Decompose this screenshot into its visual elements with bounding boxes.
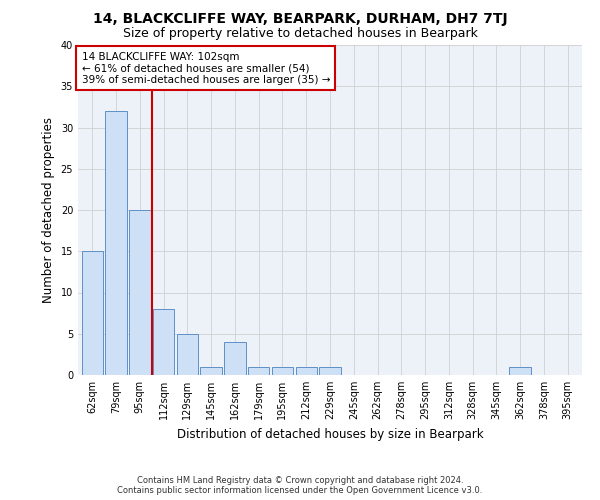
- Text: 14 BLACKCLIFFE WAY: 102sqm
← 61% of detached houses are smaller (54)
39% of semi: 14 BLACKCLIFFE WAY: 102sqm ← 61% of deta…: [82, 52, 330, 85]
- Bar: [153, 309, 174, 375]
- Text: 14, BLACKCLIFFE WAY, BEARPARK, DURHAM, DH7 7TJ: 14, BLACKCLIFFE WAY, BEARPARK, DURHAM, D…: [92, 12, 508, 26]
- Y-axis label: Number of detached properties: Number of detached properties: [42, 117, 55, 303]
- Bar: [224, 342, 245, 375]
- Bar: [509, 367, 531, 375]
- Bar: [319, 367, 341, 375]
- Bar: [272, 367, 293, 375]
- Bar: [296, 367, 317, 375]
- Bar: [129, 210, 151, 375]
- Bar: [248, 367, 269, 375]
- Text: Contains HM Land Registry data © Crown copyright and database right 2024.
Contai: Contains HM Land Registry data © Crown c…: [118, 476, 482, 495]
- Bar: [200, 367, 222, 375]
- Bar: [106, 111, 127, 375]
- X-axis label: Distribution of detached houses by size in Bearpark: Distribution of detached houses by size …: [176, 428, 484, 440]
- Bar: [82, 251, 103, 375]
- Bar: [176, 334, 198, 375]
- Text: Size of property relative to detached houses in Bearpark: Size of property relative to detached ho…: [122, 28, 478, 40]
